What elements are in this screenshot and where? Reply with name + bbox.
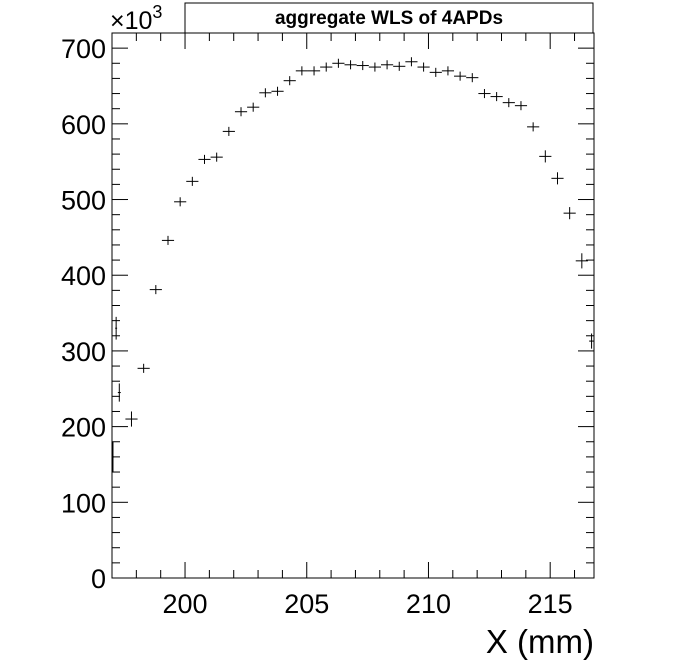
y-axis-multiplier: ×103 <box>110 2 162 35</box>
data-point <box>478 89 491 99</box>
y-tick-label: 600 <box>61 110 106 140</box>
data-point <box>222 126 235 136</box>
title-box <box>184 2 594 34</box>
y-tick-label: 0 <box>91 564 106 594</box>
data-point <box>454 71 467 81</box>
data-point <box>247 102 260 112</box>
data-point <box>283 76 296 86</box>
data-point <box>115 316 118 340</box>
data-points <box>112 57 594 473</box>
data-point <box>356 61 369 71</box>
y-tick-label: 200 <box>61 413 106 443</box>
data-point <box>368 62 381 72</box>
x-tick-label: 210 <box>406 589 451 619</box>
x-tick-label: 205 <box>284 589 329 619</box>
data-point <box>112 441 114 473</box>
data-point <box>259 88 272 98</box>
y-tick-label: 100 <box>61 488 106 518</box>
data-point <box>417 62 430 72</box>
data-point <box>332 58 345 68</box>
x-axis-label: X (mm) <box>486 623 594 660</box>
data-point <box>137 363 150 373</box>
y-tick-label: 300 <box>61 337 106 367</box>
data-point <box>210 152 223 162</box>
data-point <box>551 172 564 185</box>
data-point <box>393 61 406 71</box>
data-point <box>490 92 503 102</box>
data-point <box>429 67 442 77</box>
y-tick-label: 400 <box>61 261 106 291</box>
x-axis-ticks <box>111 33 576 578</box>
data-point <box>502 98 515 108</box>
data-point <box>575 253 588 269</box>
data-point <box>563 207 576 220</box>
y-tick-label: 700 <box>61 34 106 64</box>
data-point <box>405 57 418 67</box>
data-point <box>295 66 308 76</box>
x-tick-label: 215 <box>528 589 573 619</box>
data-point <box>514 101 528 111</box>
data-point <box>125 411 138 427</box>
data-point <box>589 333 594 349</box>
y-tick-label: 500 <box>61 186 106 216</box>
data-point <box>539 150 552 163</box>
y-axis-tick-labels: 0 100 200 300 400 500 600 700 <box>61 34 106 594</box>
data-point <box>161 235 175 245</box>
data-point <box>466 73 479 83</box>
data-point <box>320 62 333 72</box>
data-point <box>174 197 187 207</box>
data-point <box>271 86 284 96</box>
data-point <box>149 285 162 295</box>
data-point <box>441 66 455 76</box>
y-axis-multiplier-base: ×10 <box>110 7 152 35</box>
data-point <box>527 122 540 132</box>
data-point <box>380 60 394 70</box>
data-point <box>344 60 357 70</box>
y-axis-ticks <box>112 32 594 579</box>
data-point <box>198 154 211 164</box>
chart-title: aggregate WLS of 4APDs <box>275 8 503 29</box>
data-point <box>117 383 121 402</box>
x-tick-label: 200 <box>162 589 207 619</box>
data-point <box>234 107 248 117</box>
data-point <box>186 176 199 186</box>
data-point <box>307 66 321 76</box>
x-axis-tick-labels: 200 205 210 215 <box>162 589 572 619</box>
y-axis-multiplier-exponent: 3 <box>152 2 162 22</box>
